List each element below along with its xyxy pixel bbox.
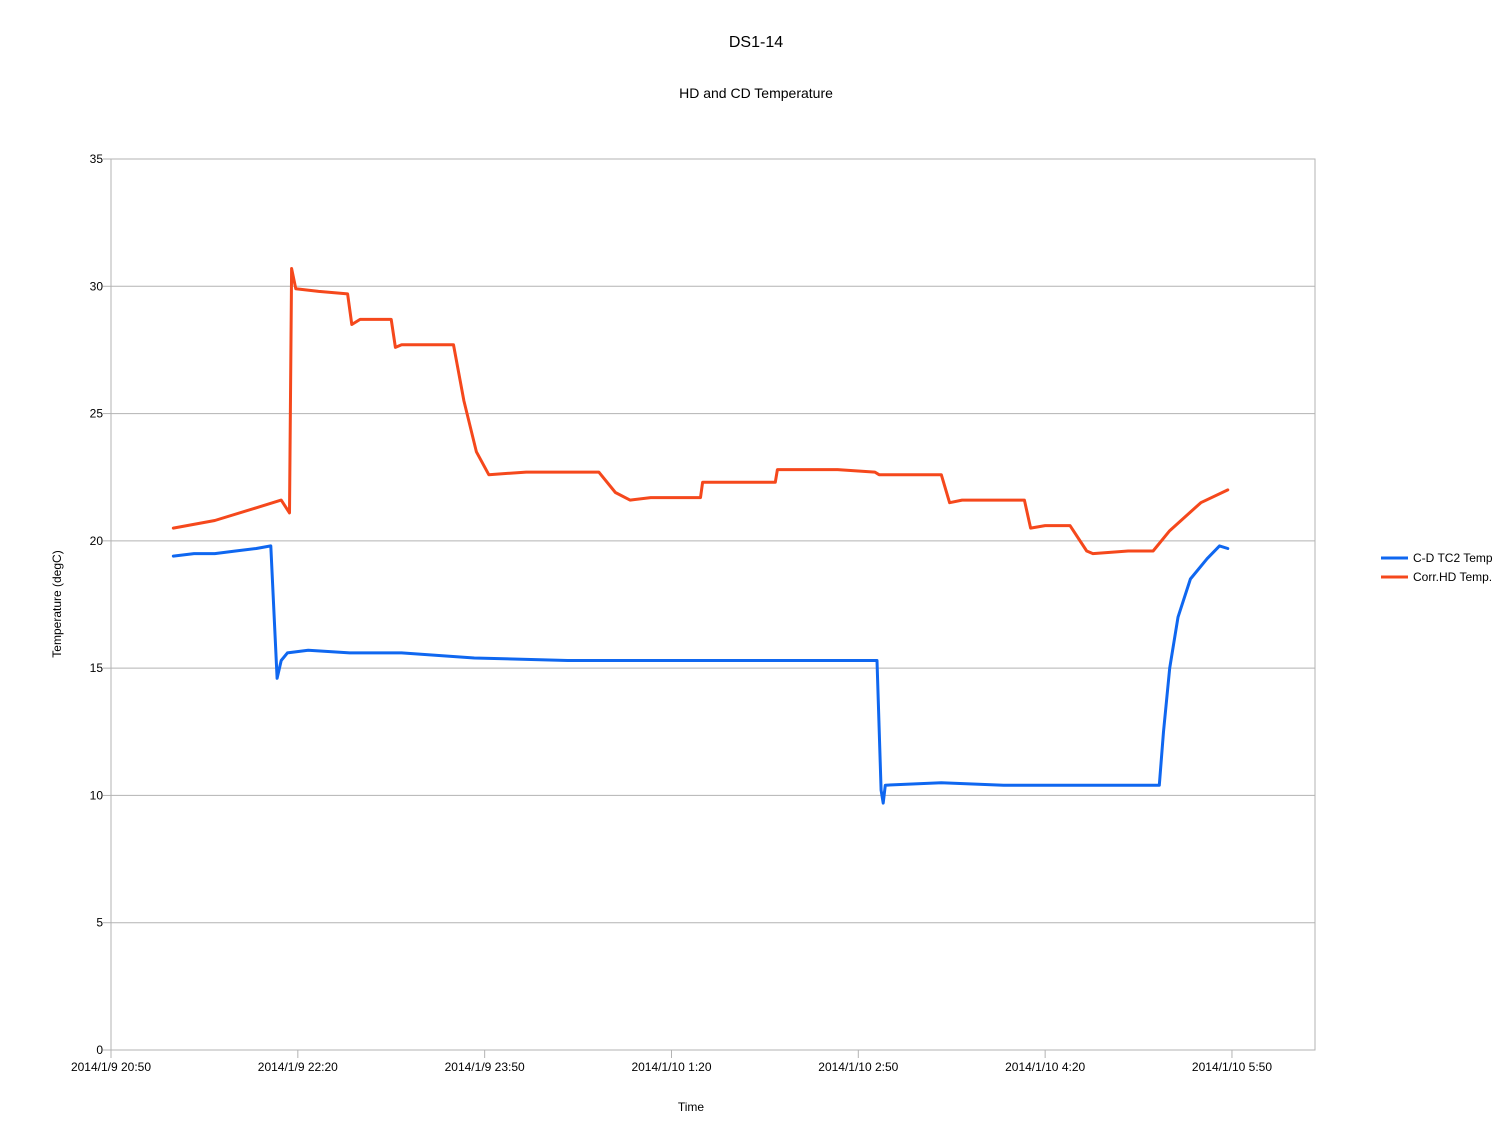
- y-axis: 0 5 10 15 20 25 30 35: [90, 152, 111, 1057]
- x-tick-label: 2014/1/9 22:20: [258, 1060, 338, 1074]
- chart-subtitle: HD and CD Temperature: [679, 85, 833, 101]
- legend-label-2: Corr.HD Temp.: [1413, 570, 1492, 584]
- series-line-1: [171, 544, 1230, 805]
- plot-area: [110, 158, 1316, 1051]
- y-tick-label-30: 30: [90, 279, 104, 293]
- x-tick-label: 2014/1/9 20:50: [71, 1060, 151, 1074]
- y-tick-label-35: 35: [90, 152, 104, 166]
- legend-label-1: C-D TC2 Temp: [1413, 551, 1493, 565]
- y-tick-label-15: 15: [90, 661, 104, 675]
- y-tick-label-0: 0: [96, 1043, 103, 1057]
- grid: [111, 285, 1315, 924]
- y-axis-title: Temperature (degC): [50, 550, 64, 657]
- x-tick-label: 2014/1/10 2:50: [818, 1060, 898, 1074]
- series-lines: [171, 267, 1230, 805]
- y-tick-label-25: 25: [90, 407, 104, 421]
- y-tick-label-5: 5: [96, 916, 103, 930]
- x-tick-label: 2014/1/10 5:50: [1192, 1060, 1272, 1074]
- series-line-2: [171, 267, 1230, 556]
- x-tick-label: 2014/1/10 4:20: [1005, 1060, 1085, 1074]
- x-axis: 2014/1/9 20:50 2014/1/9 22:20 2014/1/9 23:…: [71, 1050, 1272, 1074]
- x-axis-title: Time: [678, 1100, 705, 1114]
- legend: C-D TC2 Temp Corr.HD Temp.: [1381, 551, 1493, 584]
- x-tick-label: 2014/1/9 23:50: [445, 1060, 525, 1074]
- x-tick-label: 2014/1/10 1:20: [631, 1060, 711, 1074]
- chart-title: DS1-14: [729, 34, 783, 51]
- y-tick-label-20: 20: [90, 534, 104, 548]
- y-tick-label-10: 10: [90, 788, 104, 802]
